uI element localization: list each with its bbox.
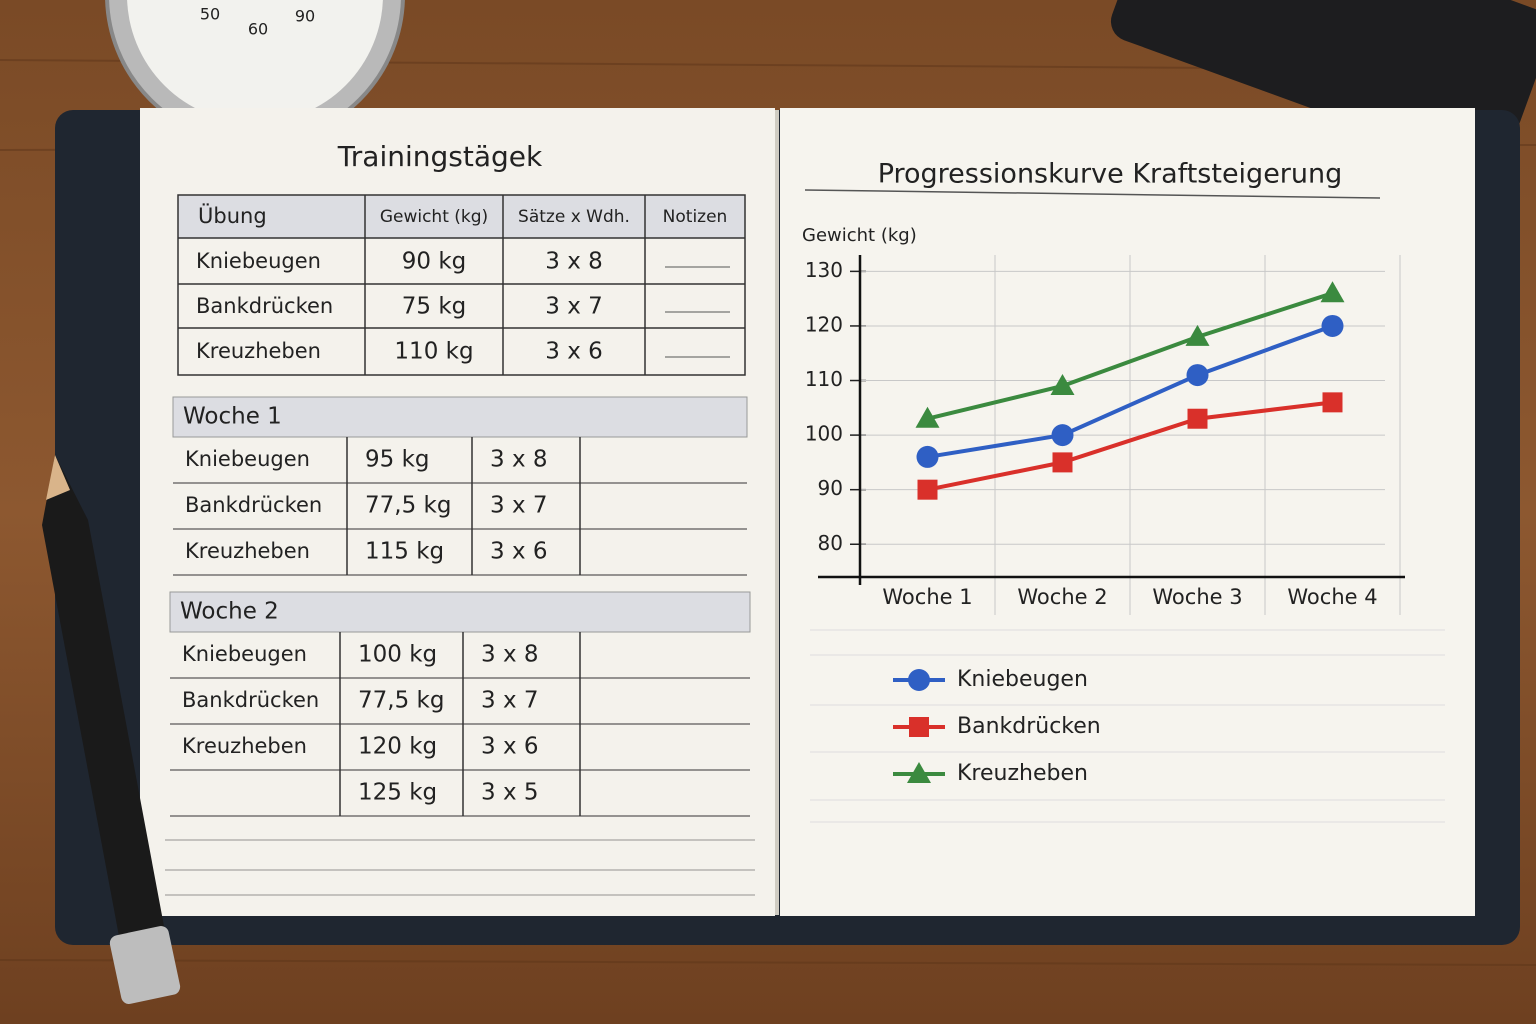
tables: Übung Gewicht (kg) Sätze x Wdh. Notizen Knie… — [165, 194, 755, 896]
legend-label: Kreuzheben — [957, 761, 1088, 786]
table-cell: Kniebeugen — [196, 249, 321, 273]
y-tick-label: 130 — [805, 258, 843, 282]
legend-label: Kniebeugen — [957, 667, 1088, 692]
table-cell: 3 x 6 — [490, 539, 548, 565]
week-title: Woche 2 — [180, 599, 279, 625]
marker — [1321, 314, 1344, 337]
dial-label: 90 — [295, 7, 315, 26]
stopwatch: 50 60 90 — [105, 0, 405, 145]
table-cell: 3 x 5 — [481, 780, 539, 806]
x-tick-label: Woche 1 — [882, 585, 972, 609]
marker — [915, 406, 940, 428]
y-tick-label: 80 — [818, 531, 843, 555]
table-cell: 77,5 kg — [365, 493, 451, 519]
marker — [1185, 324, 1210, 346]
legend-marker — [908, 669, 930, 691]
marker — [917, 479, 938, 500]
table-cell: 3 x 6 — [545, 339, 603, 365]
column-header: Notizen — [663, 207, 728, 227]
table-cell: 125 kg — [358, 780, 437, 806]
marker — [1050, 373, 1075, 395]
table-cell: 3 x 8 — [545, 249, 603, 275]
marker — [1186, 364, 1209, 387]
table-cell: 115 kg — [365, 539, 444, 565]
week-bar — [169, 591, 751, 633]
x-tick-label: Woche 4 — [1287, 585, 1377, 609]
table-cell: 3 x 7 — [481, 688, 539, 714]
table-cell: 3 x 7 — [545, 294, 603, 320]
column-header: Gewicht (kg) — [380, 207, 488, 227]
y-tick-label: 120 — [805, 312, 843, 336]
table-cell: 3 x 8 — [490, 447, 548, 473]
y-axis-label: Gewicht (kg) — [802, 225, 917, 246]
x-tick-label: Woche 3 — [1152, 585, 1242, 609]
title-underline — [804, 189, 1381, 199]
series-line — [927, 324, 1334, 459]
table-cell: 90 kg — [402, 249, 467, 275]
marker — [1187, 408, 1208, 429]
table-cell: Bankdrücken — [182, 688, 319, 712]
phone — [1110, 0, 1536, 172]
right-page — [780, 108, 1475, 916]
x-tick-label: Woche 2 — [1017, 585, 1107, 609]
table-cell: Bankdrücken — [196, 294, 333, 318]
week-title: Woche 1 — [183, 404, 282, 430]
table-cell: 3 x 6 — [481, 734, 539, 760]
marker — [1320, 281, 1345, 303]
table-cell: Kniebeugen — [185, 447, 310, 471]
table-cell: Kreuzheben — [196, 339, 321, 363]
dial-label: 50 — [200, 5, 220, 24]
table-cell: 3 x 7 — [490, 493, 548, 519]
table-cell: 3 x 8 — [481, 642, 539, 668]
series-line — [927, 291, 1334, 421]
y-tick-label: 90 — [818, 476, 843, 500]
marker — [1051, 424, 1074, 447]
column-header: Sätze x Wdh. — [518, 207, 630, 227]
table-cell: Kreuzheben — [185, 539, 310, 563]
chart-title: Progressionskurve Kraftsteigerung — [878, 159, 1343, 190]
left-page — [140, 108, 775, 916]
table-cell: 77,5 kg — [358, 688, 444, 714]
dial-label: 60 — [248, 20, 268, 39]
page-title: Trainingstägek — [337, 140, 543, 173]
legend-marker — [907, 762, 931, 783]
legend-marker — [909, 717, 929, 737]
pencil — [42, 455, 181, 1004]
week-bar — [172, 396, 748, 438]
table-cell: 110 kg — [394, 339, 473, 365]
table-cell: 120 kg — [358, 734, 437, 760]
marker — [1322, 392, 1343, 413]
y-tick-label: 110 — [805, 367, 843, 391]
table-cell: Bankdrücken — [185, 493, 322, 517]
table-cell: Kreuzheben — [182, 734, 307, 758]
table-cell: Kniebeugen — [182, 642, 307, 666]
column-header: Übung — [198, 203, 267, 228]
table-frame — [177, 194, 746, 376]
chart: Progressionskurve Kraftsteigerung Gewich… — [802, 159, 1445, 823]
series-line — [927, 400, 1333, 492]
header-row — [178, 195, 745, 238]
marker — [916, 445, 939, 468]
marker — [1052, 452, 1073, 473]
table-cell: 75 kg — [402, 294, 467, 320]
y-tick-label: 100 — [805, 422, 843, 446]
legend-label: Bankdrücken — [957, 714, 1101, 739]
table-cell: 95 kg — [365, 447, 430, 473]
table-cell: 100 kg — [358, 642, 437, 668]
